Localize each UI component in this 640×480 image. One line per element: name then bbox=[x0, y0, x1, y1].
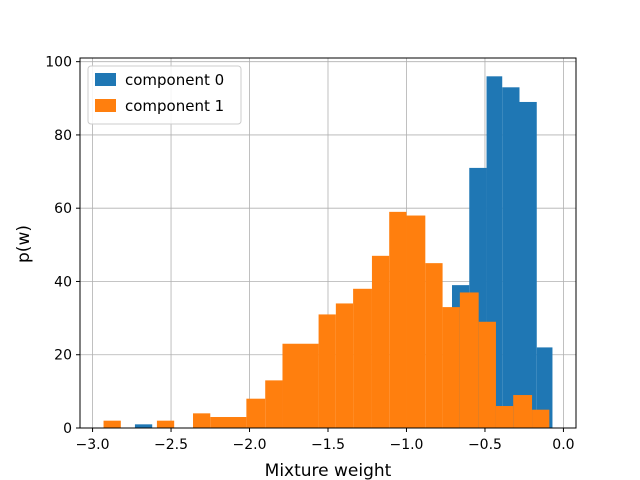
bar-series-1-bin-4 bbox=[246, 398, 266, 428]
legend-box bbox=[87, 65, 242, 125]
bar-series-0-bin-4 bbox=[502, 87, 520, 428]
bar-series-1-bin-11 bbox=[389, 211, 407, 428]
bar-series-0-bin-0 bbox=[134, 424, 153, 428]
x-tick-label-1: −2.5 bbox=[154, 437, 188, 453]
x-axis-title: Mixture weight bbox=[265, 461, 392, 480]
x-tick-label-5: −0.5 bbox=[468, 437, 502, 453]
y-tick-label-2: 40 bbox=[54, 274, 72, 290]
bar-series-1-bin-3 bbox=[210, 417, 247, 428]
bar-series-1-bin-10 bbox=[371, 255, 390, 428]
x-tick-label-6: 0.0 bbox=[552, 437, 574, 453]
bar-series-0-bin-5 bbox=[519, 101, 537, 429]
y-tick-label-4: 80 bbox=[54, 128, 72, 144]
x-tick-label-4: −1.0 bbox=[389, 437, 423, 453]
bar-series-1-bin-5 bbox=[265, 380, 283, 428]
bar-series-0-bin-6 bbox=[536, 347, 553, 428]
bar-series-1-bin-14 bbox=[442, 307, 460, 428]
bar-series-1-bin-0 bbox=[103, 420, 121, 428]
bar-series-1-bin-7 bbox=[318, 314, 336, 428]
bar-series-1-bin-16 bbox=[478, 321, 496, 428]
bar-series-1-bin-12 bbox=[406, 215, 426, 428]
y-tick-label-1: 20 bbox=[54, 348, 72, 364]
bar-series-1-bin-18 bbox=[513, 395, 533, 428]
bar-series-1-bin-15 bbox=[459, 292, 479, 428]
bar-series-1-bin-8 bbox=[335, 303, 354, 428]
bar-series-1-bin-1 bbox=[156, 420, 175, 428]
bar-series-1-bin-2 bbox=[193, 413, 211, 428]
x-tick-label-3: −1.5 bbox=[311, 437, 345, 453]
y-tick-label-3: 60 bbox=[54, 201, 72, 217]
bar-series-1-bin-13 bbox=[425, 263, 443, 428]
bar-series-1-bin-17 bbox=[495, 406, 514, 428]
axis-ticks: −3.0 −2.5 −2.0 −1.5 −1.0 −0.5 0.0 0 20 40 60 80 100 bbox=[45, 55, 574, 453]
histogram-bars bbox=[103, 76, 553, 429]
bar-series-1-bin-19 bbox=[532, 409, 550, 428]
legend-label-1: component 1 bbox=[125, 97, 224, 115]
y-tick-label-0: 0 bbox=[63, 421, 72, 437]
legend: component 0 component 1 bbox=[87, 65, 242, 125]
y-tick-label-5: 100 bbox=[45, 55, 72, 71]
legend-swatch-0 bbox=[95, 73, 116, 86]
legend-label-0: component 0 bbox=[125, 71, 224, 89]
x-tick-label-2: −2.0 bbox=[233, 437, 267, 453]
y-axis-title: p(w) bbox=[14, 225, 34, 263]
x-tick-label-0: −3.0 bbox=[76, 437, 110, 453]
legend-swatch-1 bbox=[95, 99, 116, 112]
bar-series-1-bin-9 bbox=[353, 288, 372, 428]
bar-series-1-bin-6 bbox=[282, 343, 319, 428]
